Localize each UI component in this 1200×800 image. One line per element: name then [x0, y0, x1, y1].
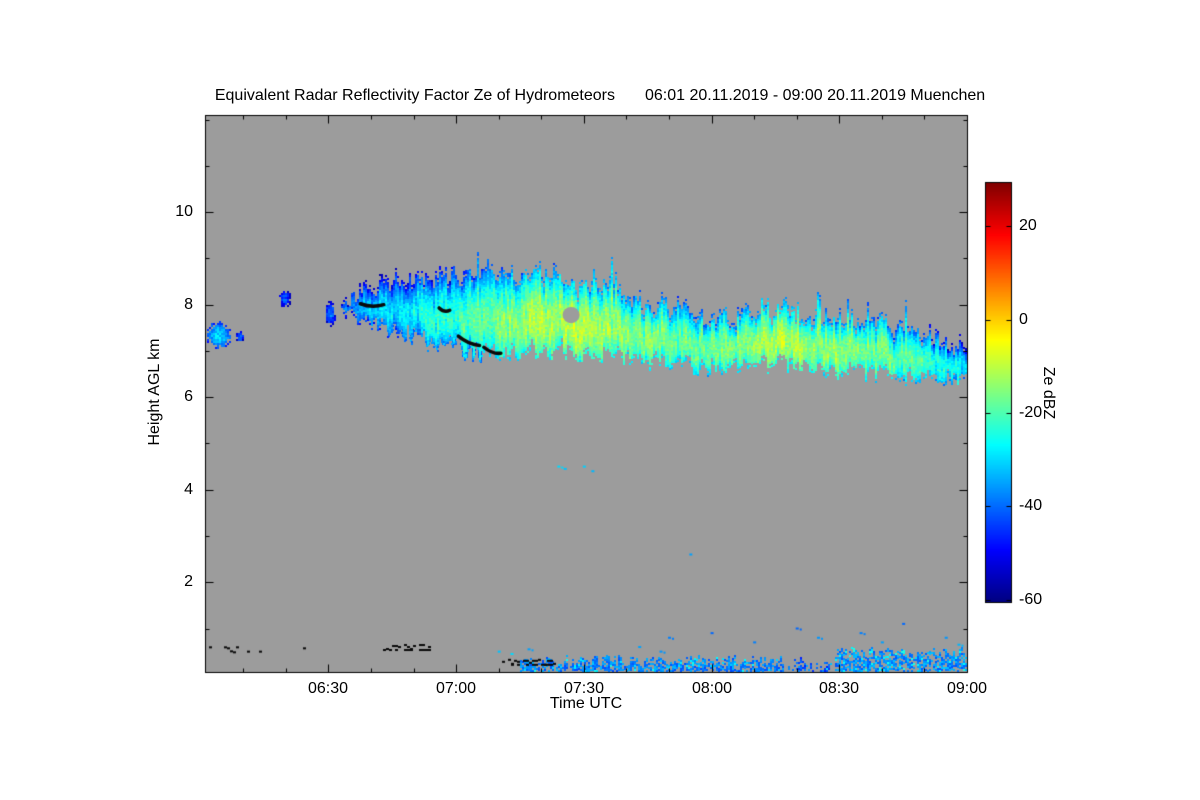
- y-tick-label: 10: [175, 203, 193, 220]
- colorbar-tick-label: 20: [1019, 217, 1037, 234]
- x-tick-label: 07:30: [563, 680, 605, 697]
- colorbar-tick-label: -40: [1019, 497, 1043, 514]
- x-tick-label: 06:30: [307, 680, 349, 697]
- y-tick-label: 8: [184, 296, 193, 313]
- chart-title-daterange: 06:01 20.11.2019 - 09:00 20.11.2019 Muen…: [645, 87, 986, 104]
- x-tick-label: 09:00: [946, 680, 988, 697]
- x-axis-label: Time UTC: [549, 695, 623, 712]
- y-tick-label: 2: [184, 573, 193, 590]
- y-tick-label: 4: [184, 481, 193, 498]
- colorbar-tick-label: -20: [1019, 404, 1043, 421]
- x-tick-label: 08:00: [691, 680, 733, 697]
- chart-title-text: Equivalent Radar Reflectivity Factor Ze …: [214, 87, 615, 104]
- x-tick-label: 07:00: [435, 680, 477, 697]
- colorbar-tick-label: 0: [1019, 311, 1028, 328]
- x-tick-label: 08:30: [818, 680, 860, 697]
- y-tick-label: 6: [184, 388, 193, 405]
- chart-title: Equivalent Radar Reflectivity Factor Ze …: [0, 87, 1200, 105]
- colorbar-tick-label: -60: [1019, 591, 1043, 608]
